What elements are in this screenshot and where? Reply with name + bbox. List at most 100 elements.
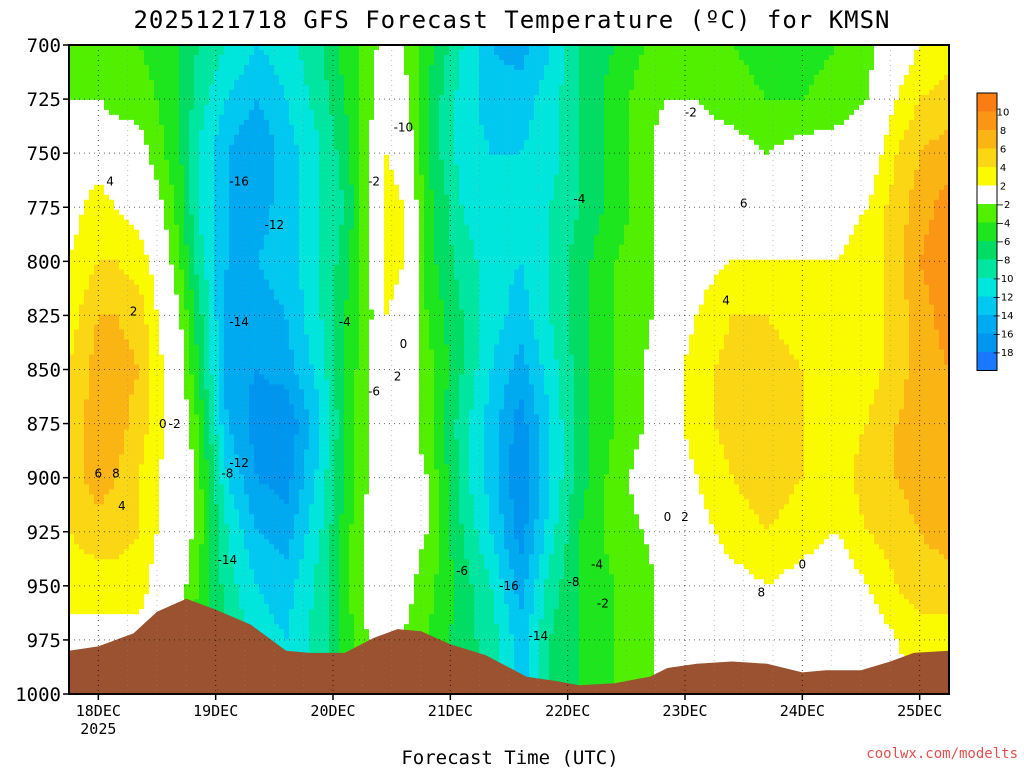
x-tick-sublabel: 2025 xyxy=(80,720,116,738)
temperature-cell xyxy=(529,45,535,121)
temperature-cell xyxy=(769,45,775,101)
temperature-cell xyxy=(489,369,495,535)
temperature-cell xyxy=(939,45,945,81)
temperature-cell xyxy=(279,84,285,306)
temperature-cell xyxy=(219,424,225,485)
temperature-cell xyxy=(714,534,720,695)
temperature-cell xyxy=(69,354,75,535)
temperature-cell xyxy=(864,99,870,211)
colorbar-swatch xyxy=(977,259,997,279)
contour-label: -4 xyxy=(591,558,603,572)
temperature-cell xyxy=(259,49,265,111)
temperature-cell xyxy=(789,139,795,261)
temperature-cell xyxy=(419,174,425,455)
temperature-cell xyxy=(219,484,225,585)
temperature-cell xyxy=(769,584,775,695)
temperature-cell xyxy=(264,379,270,485)
contour-label: -14 xyxy=(229,315,249,329)
temperature-cell xyxy=(249,45,255,56)
temperature-cell xyxy=(639,529,645,695)
temperature-cell xyxy=(629,494,635,695)
temperature-cell xyxy=(944,559,950,615)
temperature-cell xyxy=(369,119,375,311)
temperature-cell xyxy=(219,54,225,116)
temperature-cell xyxy=(369,319,375,695)
temperature-cell xyxy=(274,74,280,301)
temperature-cell xyxy=(734,259,740,316)
temperature-cell xyxy=(764,99,770,156)
temperature-cell xyxy=(849,559,855,695)
temperature-cell xyxy=(494,154,500,346)
temperature-cell xyxy=(704,109,710,291)
temperature-cell xyxy=(279,304,285,386)
temperature-cell xyxy=(439,94,445,161)
temperature-cell xyxy=(814,549,820,695)
temperature-cell xyxy=(519,264,525,346)
temperature-cell xyxy=(274,384,280,495)
temperature-cell xyxy=(584,489,590,695)
y-tick-label: 750 xyxy=(27,143,61,165)
temperature-cell xyxy=(364,494,370,630)
temperature-cell xyxy=(509,284,515,371)
temperature-cell xyxy=(114,114,120,211)
temperature-cell xyxy=(384,154,390,316)
temperature-cell xyxy=(139,129,145,241)
temperature-cell xyxy=(139,464,145,610)
temperature-cell xyxy=(694,474,700,695)
temperature-cell xyxy=(89,99,95,191)
temperature-cell xyxy=(819,45,825,71)
contour-label: 0 xyxy=(159,417,167,431)
temperature-cell xyxy=(444,194,450,346)
temperature-cell xyxy=(299,289,305,391)
temperature-cell xyxy=(404,45,410,76)
temperature-cell xyxy=(789,494,795,570)
temperature-cell xyxy=(499,514,505,580)
contour-label: -4 xyxy=(573,192,585,206)
temperature-cell xyxy=(814,129,820,261)
temperature-cell xyxy=(549,554,555,635)
temperature-cell xyxy=(854,569,860,695)
x-axis-label: Forecast Time (UTC) xyxy=(401,747,618,768)
y-tick-label: 975 xyxy=(27,630,61,652)
temperature-cell xyxy=(674,99,680,695)
temperature-cell xyxy=(214,134,220,321)
temperature-cell xyxy=(344,299,350,695)
temperature-cell xyxy=(539,364,545,555)
temperature-cell xyxy=(399,45,405,201)
temperature-cell xyxy=(414,199,420,575)
temperature-cell xyxy=(929,45,935,91)
temperature-cell xyxy=(114,474,120,560)
temperature-cell xyxy=(354,369,360,695)
temperature-cell xyxy=(109,199,115,261)
temperature-cell xyxy=(944,364,950,560)
temperature-cell xyxy=(179,164,185,271)
temperature-cell xyxy=(874,389,880,545)
temperature-cell xyxy=(509,444,515,500)
temperature-cell xyxy=(799,559,805,695)
temperature-cell xyxy=(744,259,750,316)
temperature-cell xyxy=(474,45,480,261)
temperature-cell xyxy=(124,429,130,550)
temperature-cell xyxy=(179,45,185,166)
temperature-cell xyxy=(454,279,460,421)
credit-link[interactable]: coolwx.com/modelts xyxy=(866,746,1018,762)
temperature-cell xyxy=(684,45,690,101)
colorbar-tick-label: −12 xyxy=(992,293,1013,304)
temperature-cell xyxy=(124,219,130,276)
temperature-cell xyxy=(279,499,285,555)
temperature-cell xyxy=(889,184,895,570)
temperature-cell xyxy=(744,314,750,500)
temperature-cell xyxy=(129,119,135,226)
temperature-cell xyxy=(274,494,280,550)
temperature-cell xyxy=(434,45,440,266)
temperature-cell xyxy=(539,45,545,81)
temperature-cell xyxy=(759,579,765,695)
colorbar-swatch xyxy=(977,130,997,149)
temperature-cell xyxy=(909,119,915,191)
temperature-cell xyxy=(129,45,135,121)
temperature-cell xyxy=(174,294,180,695)
temperature-cell xyxy=(389,45,395,171)
temperature-cell xyxy=(894,424,900,480)
temperature-cell xyxy=(609,54,615,440)
temperature-cell xyxy=(754,579,760,695)
